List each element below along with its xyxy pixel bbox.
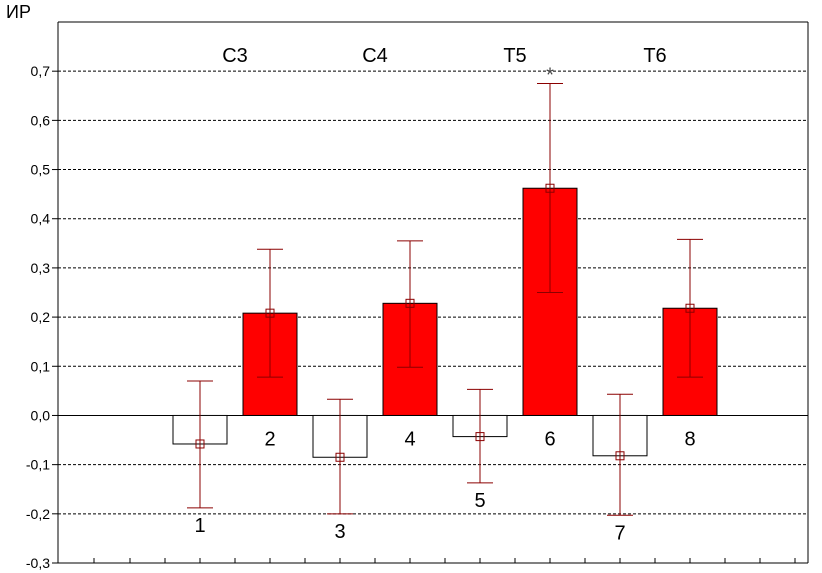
bar-number-label: 3	[334, 521, 345, 543]
bar-number-label: 5	[474, 490, 485, 512]
labels: -0,3 -0,2 -0,1 0,0 0,1 0,2 0,3 0,4 0,5 0,6 0,7 ИР C3…	[6, 2, 696, 571]
mean-marker	[335, 452, 345, 462]
bars	[172, 187, 718, 458]
group-label: C3	[222, 45, 248, 67]
y-tick-label: -0,1	[26, 457, 50, 473]
y-tick-label: 0,5	[31, 162, 51, 178]
bar-number-label: 7	[614, 522, 625, 544]
error-bars	[187, 82, 703, 516]
y-tick-label: 0,6	[31, 112, 51, 128]
mean-marker	[475, 432, 485, 442]
mean-marker	[265, 308, 275, 318]
y-tick-label: -0,3	[26, 555, 50, 571]
bar-number-label: 2	[264, 428, 275, 450]
bar-number-label: 6	[544, 428, 555, 450]
y-axis-title: ИР	[6, 2, 31, 22]
mean-marker	[545, 183, 555, 193]
mean-marker	[615, 451, 625, 461]
significance-marker: *	[546, 64, 554, 86]
y-tick-label: 0,0	[31, 407, 51, 423]
group-label: T5	[503, 45, 526, 67]
group-label: C4	[362, 45, 388, 67]
mean-marker	[195, 439, 205, 449]
mean-marker	[405, 298, 415, 308]
bar-number-label: 1	[194, 515, 205, 537]
axes	[52, 21, 809, 564]
y-tick-label: 0,3	[31, 260, 51, 276]
mean-marker	[685, 303, 695, 313]
bar-number-label: 8	[684, 428, 695, 450]
group-label: T6	[643, 45, 666, 67]
y-tick-label: 0,4	[31, 211, 51, 227]
y-tick-label: 0,1	[31, 358, 51, 374]
y-tick-label: 0,2	[31, 309, 51, 325]
y-tick-label: 0,7	[31, 63, 51, 79]
bar-number-label: 4	[404, 428, 415, 450]
y-tick-label: -0,2	[26, 506, 50, 522]
